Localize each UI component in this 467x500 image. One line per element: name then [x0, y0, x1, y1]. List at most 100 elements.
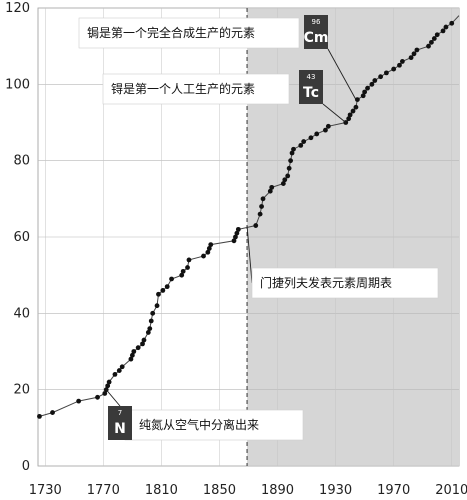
y-tick-label: 60	[13, 230, 30, 245]
callout-text: 锔是第一个完全合成生产的元素	[87, 25, 255, 40]
data-point	[372, 78, 378, 83]
element-atomic-number: 96	[312, 18, 321, 26]
data-point	[301, 139, 307, 144]
element-symbol: N	[114, 421, 126, 437]
y-tick-label: 40	[13, 306, 30, 321]
data-point	[431, 36, 437, 41]
data-point	[234, 230, 240, 236]
y-tick-label: 0	[22, 459, 30, 474]
x-tick-label: 1890	[261, 483, 294, 498]
data-point	[298, 143, 304, 148]
element-atomic-number: 7	[118, 409, 122, 417]
data-point	[106, 379, 112, 385]
data-point	[148, 318, 154, 324]
data-point	[116, 368, 122, 373]
data-point	[280, 181, 286, 186]
data-point	[288, 158, 293, 164]
data-point	[179, 272, 185, 278]
data-point	[350, 108, 356, 114]
data-point	[131, 349, 137, 354]
data-point	[231, 238, 237, 244]
callout-leader-line	[327, 48, 357, 100]
x-tick-label: 1930	[319, 483, 352, 498]
callout-text: 纯氮从空气中分离出来	[139, 417, 259, 432]
data-point	[426, 43, 431, 49]
data-point	[360, 93, 366, 99]
data-point	[140, 341, 145, 347]
data-point	[145, 330, 151, 335]
element-symbol: Tc	[303, 85, 319, 101]
element-badge-bg	[108, 406, 132, 440]
data-point	[346, 116, 352, 122]
data-point	[235, 226, 241, 232]
y-tick-label: 20	[13, 383, 30, 398]
data-point	[308, 135, 314, 141]
data-point	[205, 249, 211, 255]
data-point	[391, 66, 397, 72]
data-point	[362, 89, 368, 95]
data-point	[201, 253, 206, 259]
data-point	[119, 364, 125, 370]
data-point	[128, 356, 134, 362]
data-point	[253, 223, 259, 228]
element-badge: 7N	[108, 406, 132, 440]
data-point	[141, 337, 147, 343]
callout-box	[124, 409, 304, 441]
callout: 门捷列夫发表元素周期表	[246, 225, 439, 299]
callout-box	[251, 267, 439, 299]
data-point	[156, 291, 161, 297]
data-point	[378, 74, 384, 80]
data-point	[150, 310, 156, 316]
x-tick-label: 1810	[145, 483, 178, 498]
x-tick-label: 1850	[203, 483, 236, 498]
element-symbol: Cm	[304, 30, 329, 46]
callout-leader-line	[246, 225, 253, 284]
y-axis: 0 20 40 60 80 100 120	[5, 1, 30, 474]
y-tick-label: 100	[5, 77, 30, 92]
data-point	[286, 165, 292, 171]
callout: 锔是第一个完全合成生产的元素 96 Cm	[78, 15, 357, 100]
data-point	[399, 59, 405, 64]
x-tick-label: 2010	[435, 483, 467, 498]
data-point	[408, 55, 414, 61]
data-point	[95, 394, 100, 400]
data-point	[233, 234, 238, 240]
element-atomic-number: 43	[307, 73, 316, 81]
data-point	[440, 28, 446, 34]
y-tick-label: 80	[13, 154, 30, 169]
element-badge-bg	[299, 70, 323, 104]
data-point	[347, 112, 353, 118]
annotation-callouts: 锔是第一个完全合成生产的元素 96 Cm 锝是第一个人工生产的元素 43 Tc 门捷列夫发表…	[78, 15, 439, 441]
data-point	[206, 246, 212, 251]
data-point	[257, 211, 263, 217]
data-point	[323, 127, 328, 133]
data-point	[169, 276, 174, 282]
data-point	[164, 284, 170, 290]
data-point	[147, 326, 153, 331]
y-tick-label: 120	[5, 1, 30, 16]
data-point	[443, 24, 449, 30]
data-point	[291, 146, 296, 152]
data-point	[411, 51, 417, 57]
callout-leader-line	[105, 389, 121, 407]
data-point	[365, 85, 370, 91]
data-point	[314, 131, 320, 137]
data-point	[449, 20, 455, 26]
data-point	[180, 268, 186, 274]
callout-leader-line	[322, 103, 347, 123]
data-point	[160, 288, 166, 293]
data-point	[325, 123, 331, 129]
data-point	[289, 150, 295, 156]
data-point	[267, 188, 273, 194]
data-point	[259, 204, 264, 209]
callout-text: 锝是第一个人工生产的元素	[111, 81, 255, 96]
data-point	[129, 352, 135, 358]
data-point	[354, 97, 360, 102]
data-point	[135, 345, 141, 351]
data-point	[154, 303, 160, 309]
data-point	[112, 372, 118, 377]
data-point	[269, 184, 275, 190]
data-point	[76, 398, 82, 404]
